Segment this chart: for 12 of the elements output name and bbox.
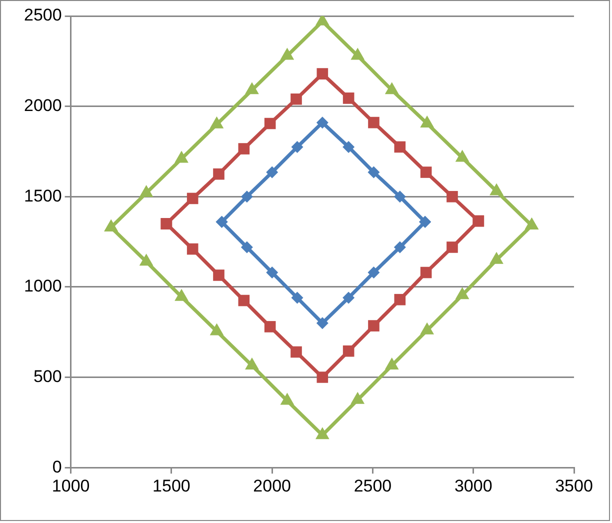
y-tick-label: 1500: [24, 186, 62, 206]
x-tick-label: 3500: [555, 476, 593, 496]
y-tick-label: 0: [52, 457, 62, 476]
y-tick-label: 500: [33, 366, 62, 386]
x-tick-label: 3000: [454, 476, 492, 496]
y-tick-label: 2500: [24, 6, 62, 25]
x-tick-label: 2500: [354, 476, 392, 496]
x-tick-label: 1500: [152, 476, 190, 496]
y-tick-label: 1000: [24, 276, 62, 296]
x-tick-label: 1000: [52, 476, 90, 496]
y-tick-label: 2000: [24, 96, 62, 116]
x-tick-label: 2000: [253, 476, 292, 496]
